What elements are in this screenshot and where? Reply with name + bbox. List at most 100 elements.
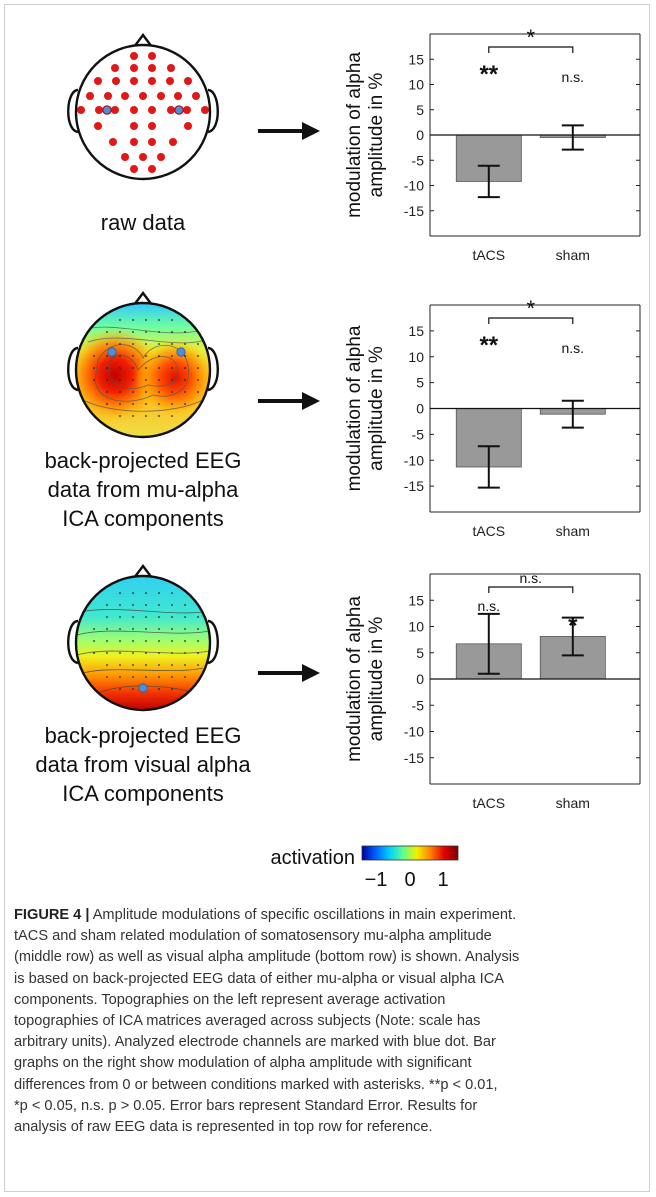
sensor-dot — [119, 403, 121, 405]
figure-frame — [4, 4, 650, 1192]
caption-line-5: topographies of ICA matrices averaged ac… — [14, 1013, 481, 1030]
sensor-dot — [197, 628, 199, 630]
sensor-dot — [158, 355, 160, 357]
electrode-dot — [121, 153, 129, 161]
sensor-dot — [197, 664, 199, 666]
sensor-dot — [132, 592, 134, 594]
y-tick-label: -10 — [404, 178, 424, 194]
right-ear — [207, 619, 219, 665]
y-tick-label: 5 — [416, 645, 424, 661]
caption-line-3: is based on back-projected EEG data of e… — [14, 970, 504, 987]
sensor-dot — [184, 403, 186, 405]
electrode-dot — [111, 106, 119, 114]
sensor-dot — [119, 343, 121, 345]
sensor-dot — [132, 652, 134, 654]
sensor-dot — [171, 331, 173, 333]
sensor-dot — [158, 391, 160, 393]
topography-label: back-projected EEG — [45, 448, 242, 473]
analyzed-channel-dot — [107, 347, 117, 357]
electrode-dot — [157, 92, 165, 100]
electrode-dot — [94, 122, 102, 130]
sensor-dot — [145, 604, 147, 606]
electrode-dot — [130, 165, 138, 173]
arrow-head — [302, 392, 320, 410]
bar-annotation: n.s. — [562, 69, 585, 85]
sensor-dot — [158, 604, 160, 606]
sensor-dot — [158, 343, 160, 345]
y-tick-label: -5 — [412, 697, 425, 713]
sensor-dot — [132, 415, 134, 417]
sensor-dot — [158, 319, 160, 321]
y-tick-label: -5 — [412, 152, 425, 168]
topography-label: data from visual alpha — [35, 752, 251, 777]
sensor-dot — [184, 676, 186, 678]
colorbar-tick-label: 0 — [404, 869, 415, 890]
y-tick-label: -15 — [404, 750, 424, 766]
topography-mu — [67, 291, 219, 439]
sensor-dot — [158, 640, 160, 642]
sensor-dot — [158, 676, 160, 678]
topography-visual — [67, 564, 219, 712]
sensor-dot — [184, 355, 186, 357]
contour-line — [82, 326, 204, 334]
electrode-dot — [148, 122, 156, 130]
sensor-dot — [106, 628, 108, 630]
right-ear — [207, 88, 219, 134]
contour-line — [76, 609, 210, 614]
sensor-dot — [119, 355, 121, 357]
sensor-dot — [158, 331, 160, 333]
sensor-dot — [184, 604, 186, 606]
sensor-dot — [119, 415, 121, 417]
arrow — [258, 392, 320, 410]
sensor-dot — [106, 343, 108, 345]
electrode-dot — [201, 106, 209, 114]
electrode-dot — [169, 138, 177, 146]
sensor-dot — [145, 640, 147, 642]
sensor-dot — [184, 640, 186, 642]
topography-label: ICA components — [62, 781, 223, 806]
electrode-dot — [148, 64, 156, 72]
electrode-dot — [148, 106, 156, 114]
electrode-dot — [130, 52, 138, 60]
sensor-dot — [184, 616, 186, 618]
sensor-dot — [145, 652, 147, 654]
sensor-dot — [132, 331, 134, 333]
sensor-dot — [93, 640, 95, 642]
y-tick-label: -15 — [404, 203, 424, 219]
y-axis-label: modulation of alpha amplitude in % — [344, 596, 387, 762]
sensor-dot — [145, 664, 147, 666]
electrode-dot — [95, 106, 103, 114]
topography-label: ICA components — [62, 506, 223, 531]
arrow — [258, 664, 320, 682]
y-tick-label: -15 — [404, 478, 424, 494]
electrode-dot — [111, 64, 119, 72]
sensor-dot — [158, 688, 160, 690]
sensor-dot — [145, 592, 147, 594]
y-tick-label: 10 — [408, 619, 424, 635]
sensor-dot — [119, 604, 121, 606]
sensor-dot — [145, 391, 147, 393]
contour-line — [82, 667, 204, 674]
y-axis-label-line: modulation of alpha — [344, 596, 365, 762]
sensor-dot — [93, 652, 95, 654]
contour-line — [76, 650, 210, 656]
sensor-dot — [158, 652, 160, 654]
sensor-dot — [171, 604, 173, 606]
arrow-head — [302, 664, 320, 682]
arrow — [258, 122, 320, 140]
topography-label: back-projected EEG — [45, 723, 242, 748]
sensor-dot — [184, 367, 186, 369]
sensor-dot — [119, 664, 121, 666]
significance-bracket — [488, 317, 574, 324]
sensor-dot — [171, 319, 173, 321]
electrode-dot — [148, 52, 156, 60]
sensor-dot — [119, 676, 121, 678]
x-tick-label: sham — [556, 795, 590, 811]
sensor-dot — [132, 355, 134, 357]
electrode-dot — [192, 92, 200, 100]
sensor-dot — [171, 616, 173, 618]
bracket-annotation: * — [527, 25, 536, 50]
electrode-dot — [166, 77, 174, 85]
sensor-dot — [106, 640, 108, 642]
sensor-dot — [132, 664, 134, 666]
